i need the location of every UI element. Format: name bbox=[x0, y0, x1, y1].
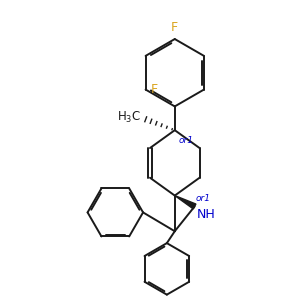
Polygon shape bbox=[175, 196, 196, 209]
Text: F: F bbox=[171, 21, 178, 34]
Text: H$_3$C: H$_3$C bbox=[117, 110, 141, 125]
Text: or1: or1 bbox=[179, 136, 194, 145]
Text: F: F bbox=[151, 83, 158, 96]
Text: or1: or1 bbox=[196, 194, 211, 202]
Text: NH: NH bbox=[196, 208, 215, 221]
